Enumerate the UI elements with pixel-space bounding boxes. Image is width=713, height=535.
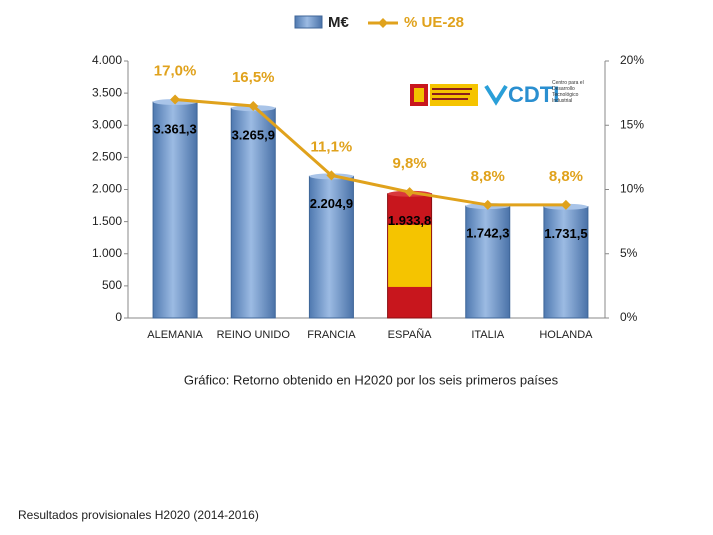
bar — [230, 107, 276, 319]
x-tick-label: ITALIA — [471, 329, 504, 341]
y2-tick-label: 10% — [620, 182, 644, 196]
line-marker — [170, 94, 181, 105]
x-tick-label: REINO UNIDO — [217, 329, 291, 341]
ministry-logo — [410, 84, 478, 106]
line-marker — [560, 199, 571, 210]
line-value-label: 17,0% — [154, 63, 197, 80]
legend-swatch — [294, 15, 323, 29]
line — [174, 98, 566, 207]
y2-tick-label: 5% — [620, 246, 638, 260]
footer: Resultados provisionales H2020 (2014-201… — [18, 508, 259, 522]
bar — [465, 205, 511, 319]
y-tick-label: 0 — [115, 310, 122, 324]
logo-text: Centro para el Desarrollo Tecnológico In… — [552, 80, 584, 104]
bar-value-label: 1.742,3 — [466, 225, 509, 240]
cdti-logo: CDTI Centro para el Desarrollo Tecnológi… — [484, 80, 584, 107]
legend-label: M€ — [328, 14, 349, 31]
bar-value-label: 1.933,8 — [388, 213, 431, 228]
line-value-label: 8,8% — [549, 168, 583, 185]
y-tick-label: 2.000 — [92, 182, 122, 196]
y-tick-label: 1.500 — [92, 214, 122, 228]
y-tick-label: 4.000 — [92, 53, 122, 67]
x-tick-label: HOLANDA — [539, 329, 593, 341]
bar — [543, 206, 589, 319]
bar-stripe — [388, 224, 432, 287]
y2-tick-label: 15% — [620, 117, 644, 131]
x-tick-label: ESPAÑA — [388, 328, 432, 341]
y-tick-label: 1.000 — [92, 246, 122, 260]
line-value-label: 9,8% — [392, 155, 426, 172]
bar-value-label: 1.731,5 — [544, 226, 587, 241]
y-tick-label: 3.000 — [92, 117, 122, 131]
bar-value-label: 3.361,3 — [153, 121, 196, 136]
legend-marker — [378, 18, 388, 28]
bar-value-label: 2.204,9 — [310, 196, 353, 211]
legend-label: % UE-28 — [404, 14, 464, 31]
line-marker — [248, 100, 259, 111]
y-tick-label: 3.500 — [92, 85, 122, 99]
y-tick-label: 500 — [102, 278, 122, 292]
line-marker — [404, 187, 415, 198]
y-tick-label: 2.500 — [92, 150, 122, 164]
y2-tick-label: 20% — [620, 53, 644, 67]
bar-value-label: 3.265,9 — [232, 128, 275, 143]
y2-tick-label: 0% — [620, 310, 638, 324]
line-value-label: 16,5% — [232, 69, 275, 86]
x-tick-label: ALEMANIA — [147, 329, 203, 341]
line-marker — [482, 199, 493, 210]
line-value-label: 11,1% — [311, 138, 353, 155]
x-tick-label: FRANCIA — [307, 329, 356, 341]
line-value-label: 8,8% — [471, 168, 505, 185]
bar — [152, 101, 198, 319]
bar — [308, 175, 354, 319]
caption: Gráfico: Retorno obtenido en H2020 por l… — [184, 372, 559, 387]
line-marker — [326, 170, 337, 181]
logo-name: CDTI — [508, 82, 559, 107]
